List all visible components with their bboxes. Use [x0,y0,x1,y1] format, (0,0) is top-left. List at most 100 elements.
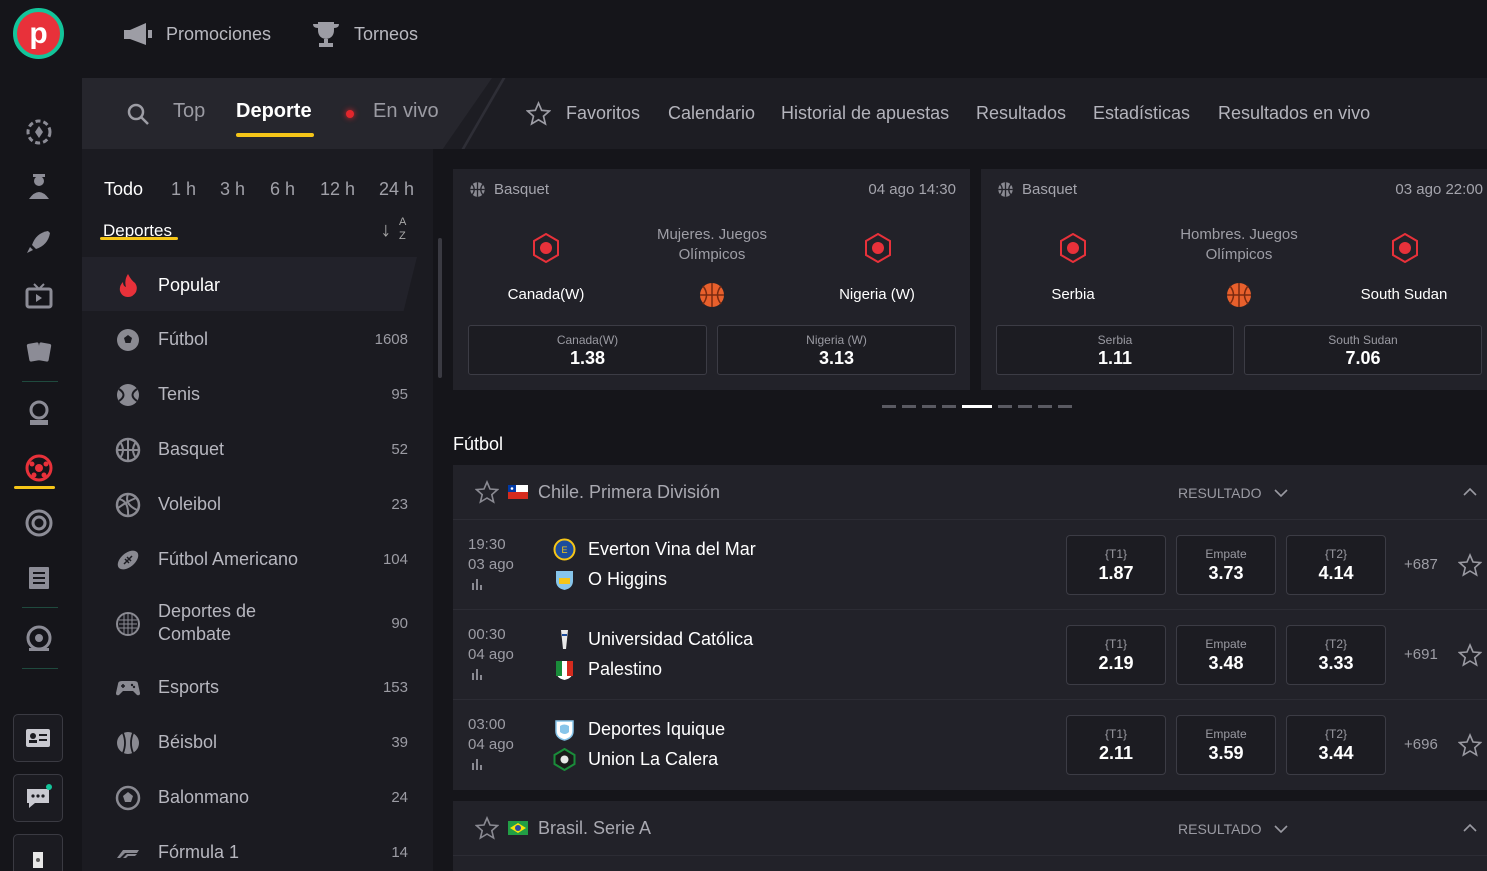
market-select[interactable]: RESULTADO [1178,821,1288,837]
carousel-dot[interactable] [882,405,896,408]
more-markets-link[interactable]: +691 [1404,646,1438,663]
star-icon[interactable] [1458,643,1482,667]
profile-card-button[interactable] [13,714,63,762]
filter-3h[interactable]: 3 h [220,179,246,199]
language-button[interactable] [13,834,63,871]
carousel-dot[interactable] [998,405,1012,408]
odd-away-button[interactable]: {T2} 3.44 [1286,715,1386,775]
carousel-dot[interactable] [1038,405,1052,408]
tab-top[interactable]: Top [173,100,206,122]
league-name: Chile. Primera División [538,482,721,502]
featured-odd-away-button[interactable]: Nigeria (W) 3.13 [717,325,956,375]
carousel-dot[interactable] [922,405,936,408]
target-icon[interactable] [22,506,56,540]
chevron-up-icon[interactable] [1463,823,1477,833]
tab-sports[interactable]: Deporte [236,100,312,122]
nav-results[interactable]: Resultados [976,103,1067,123]
promotions-link[interactable]: Promociones [122,20,271,48]
sidebar-item-balonmano[interactable]: Balonmano 24 [82,770,417,825]
nav-live-results[interactable]: Resultados en vivo [1218,103,1371,123]
carousel-dot[interactable] [1058,405,1072,408]
sidebar-item-tenis[interactable]: Tenis 95 [82,367,417,422]
search-icon[interactable] [126,102,150,126]
sports-heading[interactable]: Deportes [103,221,172,240]
sports-heading-underline [100,237,178,240]
soccer-stats-icon[interactable] [22,622,56,656]
star-icon[interactable] [475,480,499,504]
nav-favorites[interactable]: Favoritos [566,103,641,123]
football-icon [117,550,139,570]
sport-count: 23 [391,496,408,513]
league-header[interactable]: Brasil. Serie A RESULTADO [453,801,1487,856]
odd-home-button[interactable]: {T1} 2.19 [1066,625,1166,685]
featured-odd-away-button[interactable]: South Sudan 7.06 [1244,325,1482,375]
league-header[interactable]: Chile. Primera División RESULTADO [453,465,1487,520]
odd-away-button[interactable]: {T2} 3.33 [1286,625,1386,685]
odd-home-button[interactable]: {T1} 1.87 [1066,535,1166,595]
carousel-dot[interactable] [1018,405,1032,408]
sidebar-item-deportes-de-combate[interactable]: Deportes de Combate 90 [82,587,417,660]
rocket-icon[interactable] [22,225,56,259]
odd-home-button[interactable]: {T1} 2.11 [1066,715,1166,775]
filter-24h[interactable]: 24 h [379,179,415,199]
sidebar-item-futbol-americano[interactable]: Fútbol Americano 104 [82,532,417,587]
poker-chip-icon[interactable] [22,115,56,149]
stats-icon[interactable] [471,758,483,770]
star-icon[interactable] [526,101,551,126]
sidebar-scrollbar[interactable] [438,238,442,378]
sort-a-label: A [399,216,407,228]
receipt-icon[interactable] [22,561,56,595]
sidebar-item-esports[interactable]: Esports 153 [82,660,417,715]
sidebar-item-formula-1[interactable]: Fórmula 1 14 [82,825,417,871]
featured-odd-home-button[interactable]: Serbia 1.11 [996,325,1234,375]
chat-button[interactable] [13,774,63,822]
sidebar-item-voleibol[interactable]: Voleibol 23 [82,477,417,532]
featured-odd-home-button[interactable]: Canada(W) 1.38 [468,325,707,375]
filter-6h[interactable]: 6 h [270,179,296,199]
star-icon[interactable] [1458,733,1482,757]
filter-1h[interactable]: 1 h [171,179,197,199]
star-icon[interactable] [475,816,499,840]
featured-match-card[interactable]: Basquet 03 ago 22:00 Hombres. Juegos Olí… [981,169,1487,390]
nav-calendar[interactable]: Calendario [668,103,756,123]
cards-icon[interactable] [22,335,56,369]
match-row[interactable]: 03:00 04 ago Deportes Iquique Union La C… [453,700,1487,790]
match-row[interactable]: 19:30 03 ago E Everton Vina del Mar O Hi… [453,520,1487,610]
nav-bet-history[interactable]: Historial de apuestas [781,103,950,123]
tv-icon[interactable] [22,280,56,314]
sidebar-item-futbol[interactable]: Fútbol 1608 [82,312,417,367]
stats-icon[interactable] [471,668,483,680]
carousel-dot[interactable] [942,405,956,408]
star-icon[interactable] [1458,553,1482,577]
nav-statistics[interactable]: Estadísticas [1093,103,1191,123]
sort-az-icon[interactable]: A Z [383,216,413,246]
dealer-icon[interactable] [22,170,56,204]
brand-logo[interactable]: p [13,8,64,59]
odd-away-button[interactable]: {T2} 4.14 [1286,535,1386,595]
chevron-up-icon[interactable] [1463,487,1477,497]
market-select[interactable]: RESULTADO [1178,485,1288,501]
odd-draw-button[interactable]: Empate 3.59 [1176,715,1276,775]
team-name: Everton Vina del Mar [588,539,756,559]
filter-12h[interactable]: 12 h [320,179,356,199]
chevron-down-icon [1273,824,1288,833]
filter-all[interactable]: Todo [104,179,144,199]
sidebar-item-basquet[interactable]: Basquet 52 [82,422,417,477]
tab-live[interactable]: En vivo [373,100,439,122]
sidebar-item-popular[interactable] [82,257,417,311]
sports-ball-icon[interactable] [22,451,56,485]
fantasy-icon[interactable] [22,396,56,430]
more-markets-link[interactable]: +687 [1404,556,1438,573]
sidebar-item-beisbol[interactable]: Béisbol 39 [82,715,417,770]
stats-icon[interactable] [471,578,483,590]
carousel-dot-active[interactable] [962,405,992,408]
odd-draw-button[interactable]: Empate 3.73 [1176,535,1276,595]
odd-draw-button[interactable]: Empate 3.48 [1176,625,1276,685]
match-row[interactable]: 00:30 04 ago Universidad Católica Palest… [453,610,1487,700]
tournaments-link[interactable]: Torneos [310,20,418,48]
more-markets-link[interactable]: +696 [1404,736,1438,753]
carousel-dot[interactable] [902,405,916,408]
nav-main-section [82,78,492,149]
featured-match-card[interactable]: Basquet 04 ago 14:30 Mujeres. Juegos Olí… [453,169,970,390]
sport-count: 24 [391,789,408,806]
